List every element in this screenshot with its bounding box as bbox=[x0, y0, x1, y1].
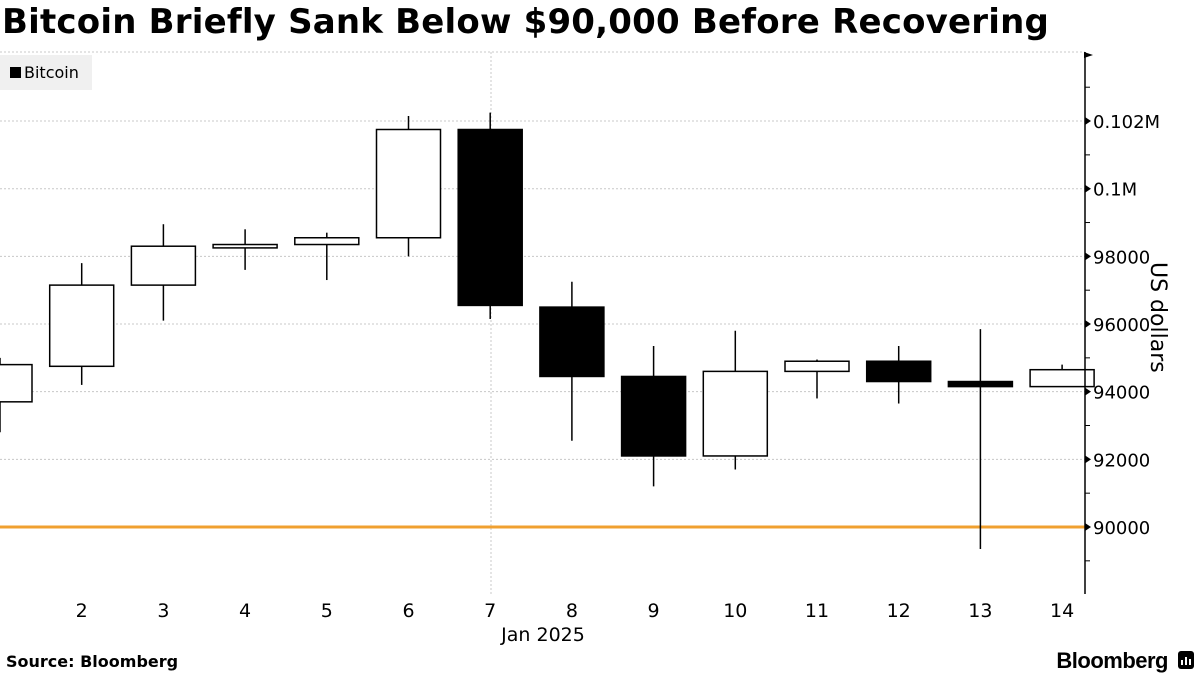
chart-title: Bitcoin Briefly Sank Below $90,000 Befor… bbox=[2, 2, 1050, 42]
x-tick-label: 7 bbox=[484, 600, 496, 622]
x-tick-label: 8 bbox=[566, 600, 578, 622]
x-tick-label: 13 bbox=[968, 600, 992, 622]
candle-jan-7 bbox=[457, 128, 523, 307]
y-axis-label: US dollars bbox=[1145, 262, 1170, 373]
source-note: Source: Bloomberg bbox=[6, 652, 179, 671]
y-tick-label: 0.102M bbox=[1093, 112, 1160, 133]
x-axis: 2 3 4 5 6 7 8 9 10 11 12 13 14 Jan 2025 bbox=[76, 600, 1075, 646]
legend-label-bitcoin: Bitcoin bbox=[24, 63, 79, 82]
y-tick-label: 96000 bbox=[1093, 315, 1150, 336]
y-tick-label: 0.1M bbox=[1093, 180, 1137, 201]
x-tick-label: 3 bbox=[157, 600, 169, 622]
candle-jan-3 bbox=[130, 245, 197, 286]
candle-jan-10 bbox=[702, 370, 769, 457]
legend-swatch-bitcoin bbox=[10, 67, 21, 78]
candle-jan-8 bbox=[539, 306, 605, 378]
x-tick-label: 11 bbox=[805, 600, 829, 622]
y-tick-label: 98000 bbox=[1093, 247, 1150, 268]
x-tick-label: 9 bbox=[648, 600, 660, 622]
y-tick-label: 94000 bbox=[1093, 383, 1150, 404]
candle-jan-12 bbox=[865, 360, 932, 383]
candle-jan-5 bbox=[294, 237, 360, 246]
x-tick-label: 12 bbox=[887, 600, 911, 622]
x-tick-label: 4 bbox=[239, 600, 251, 622]
candle-jan-6 bbox=[375, 128, 442, 239]
x-tick-label: 5 bbox=[321, 600, 333, 622]
bar-chart-icon bbox=[1178, 651, 1194, 669]
candle-jan-11 bbox=[784, 360, 850, 373]
candle-jan-13 bbox=[947, 380, 1014, 388]
y-tick-label: 90000 bbox=[1093, 518, 1150, 539]
x-tick-label: 10 bbox=[723, 600, 747, 622]
candle-jan-14 bbox=[1029, 368, 1095, 388]
legend: Bitcoin bbox=[0, 55, 92, 90]
candle-jan-1 bbox=[0, 363, 33, 403]
x-tick-label: 6 bbox=[402, 600, 414, 622]
candle-jan-4 bbox=[212, 243, 278, 249]
y-tick-label: 92000 bbox=[1093, 450, 1150, 471]
candles bbox=[0, 112, 1095, 549]
bloomberg-logo: Bloomberg bbox=[1056, 648, 1168, 673]
x-axis-month-label: Jan 2025 bbox=[500, 624, 585, 646]
candle-jan-9 bbox=[620, 375, 687, 457]
x-tick-label: 2 bbox=[76, 600, 88, 622]
candle-jan-2 bbox=[48, 284, 115, 368]
y-axis: 90000 92000 94000 96000 98000 0.1M 0.102M bbox=[1084, 52, 1160, 594]
x-tick-label: 14 bbox=[1050, 600, 1074, 622]
